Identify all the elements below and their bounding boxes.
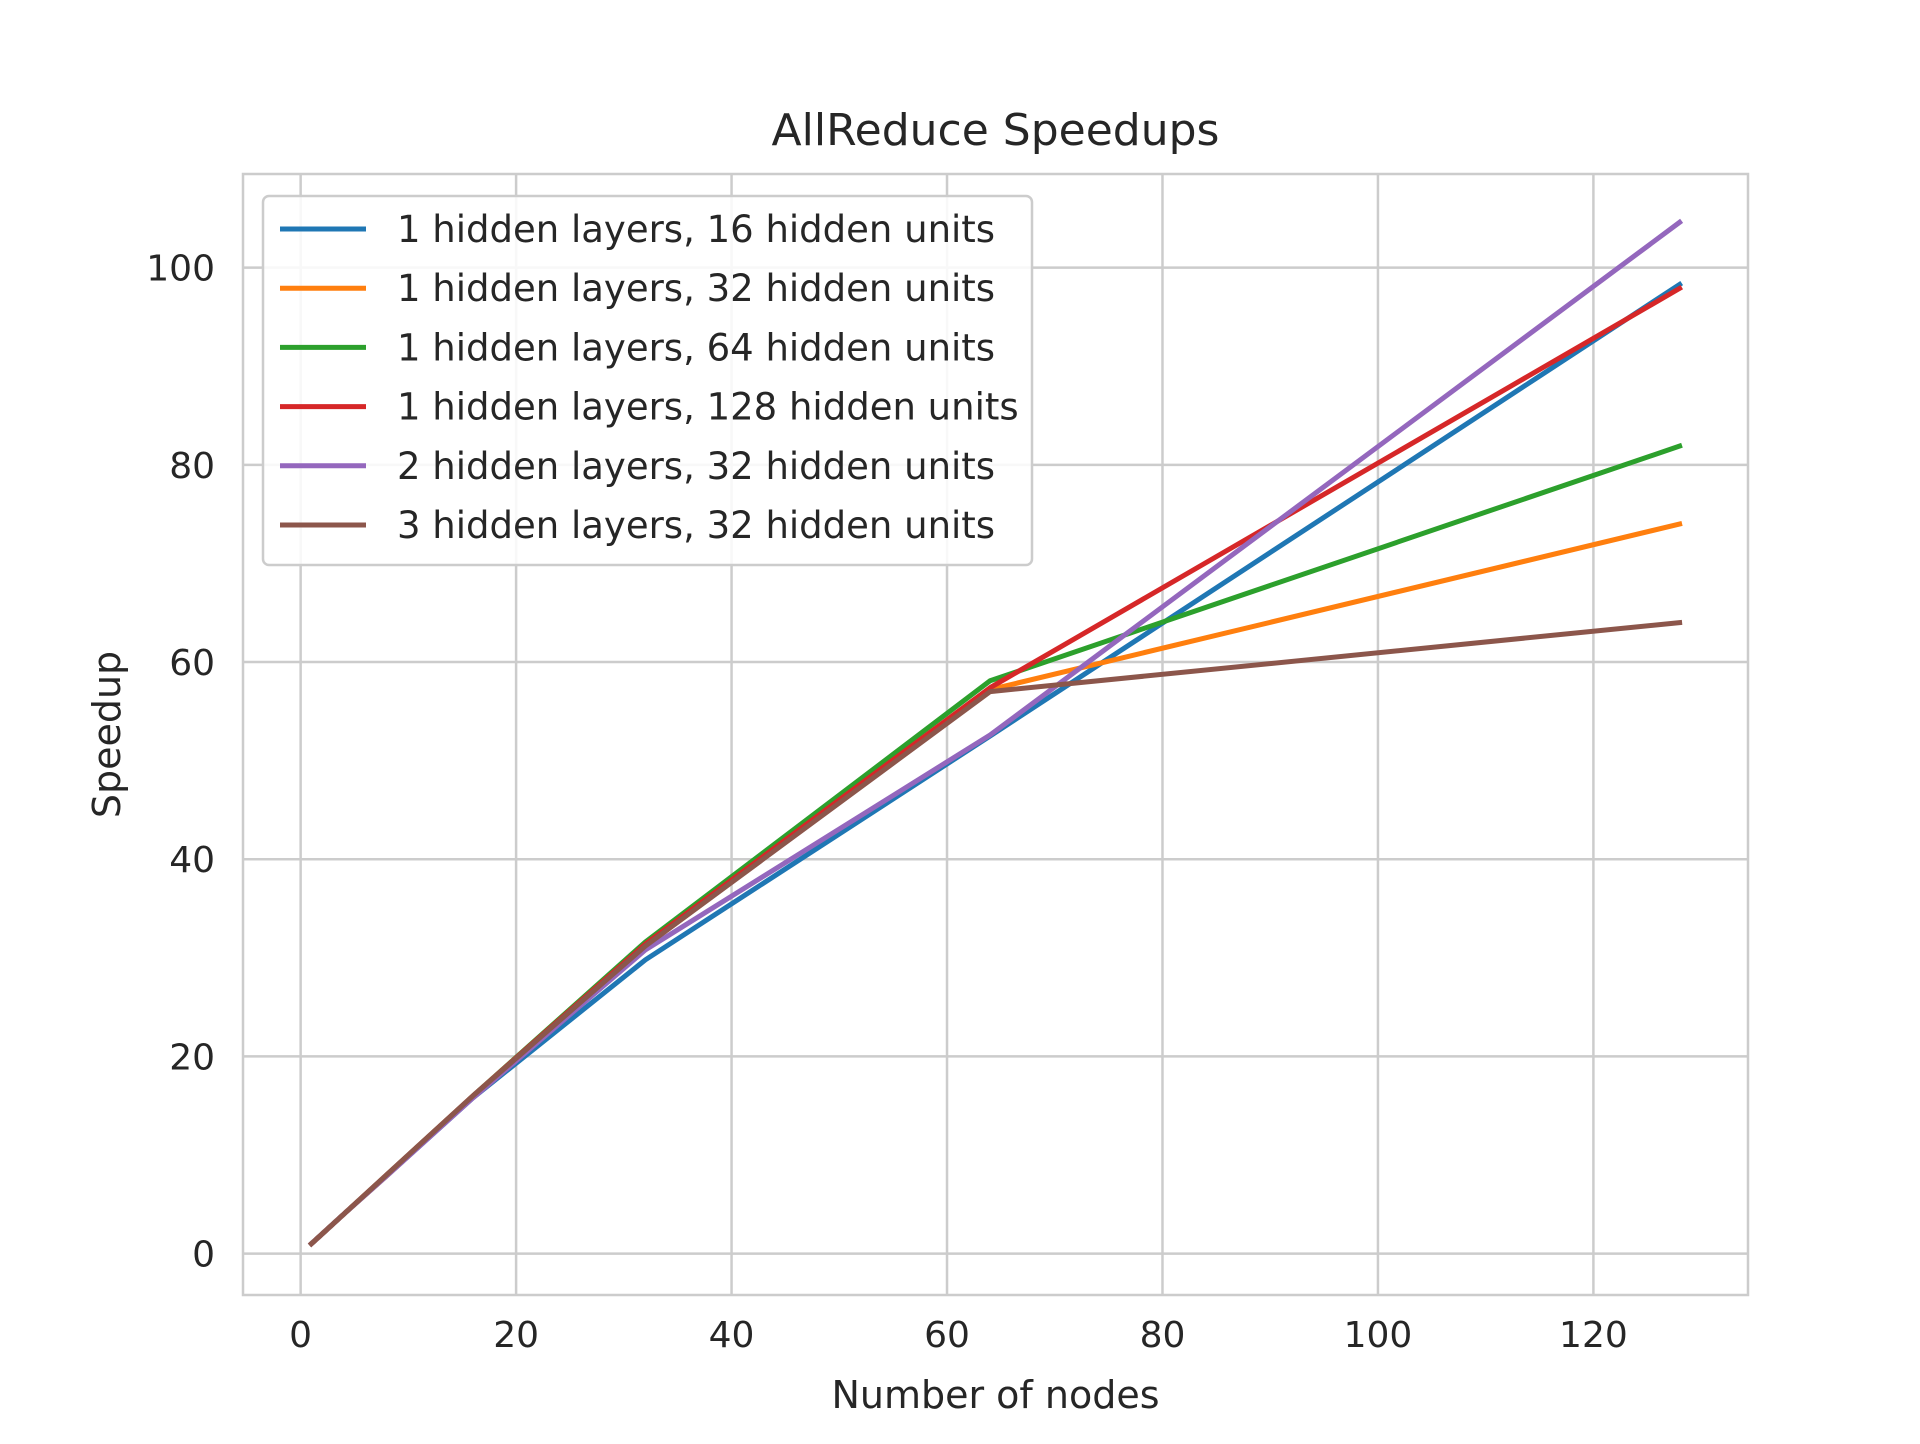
legend-frame — [261, 194, 1034, 567]
legend-label-5: 2 hidden layers, 32 hidden units — [397, 445, 995, 488]
x-tick-label: 40 — [709, 1315, 755, 1356]
x-axis-ticks: 0 20 40 60 80 100 120 — [289, 1315, 1628, 1356]
legend-label-3: 1 hidden layers, 64 hidden units — [397, 326, 995, 369]
chart-title: AllReduce Speedups — [772, 105, 1220, 156]
x-axis-label: Number of nodes — [831, 1373, 1159, 1417]
y-tick-label: 60 — [169, 643, 215, 684]
series-lines — [307, 218, 1684, 1248]
y-tick-label: 100 — [146, 249, 215, 290]
series-line-6 — [307, 619, 1683, 1248]
x-tick-label: 80 — [1140, 1315, 1186, 1356]
plot-area-frame — [241, 172, 1750, 1297]
y-tick-label: 40 — [169, 840, 215, 881]
x-tick-label: 20 — [493, 1315, 539, 1356]
y-axis-ticks: 0 20 40 60 80 100 — [146, 249, 215, 1276]
legend-label-1: 1 hidden layers, 16 hidden units — [397, 208, 995, 251]
x-tick-label: 120 — [1559, 1315, 1628, 1356]
legend-label-4: 1 hidden layers, 128 hidden units — [397, 386, 1019, 429]
x-tick-label: 60 — [924, 1315, 970, 1356]
x-tick-label: 100 — [1344, 1315, 1413, 1356]
legend: 1 hidden layers, 16 hidden units 1 hidden… — [261, 194, 1034, 567]
y-tick-label: 20 — [169, 1037, 215, 1078]
x-tick-label: 0 — [289, 1315, 312, 1356]
legend-label-6: 3 hidden layers, 32 hidden units — [397, 504, 995, 547]
legend-label-2: 1 hidden layers, 32 hidden units — [397, 267, 995, 310]
y-axis-label: Speedup — [85, 651, 129, 818]
y-tick-label: 0 — [192, 1235, 215, 1276]
y-tick-label: 80 — [169, 446, 215, 487]
